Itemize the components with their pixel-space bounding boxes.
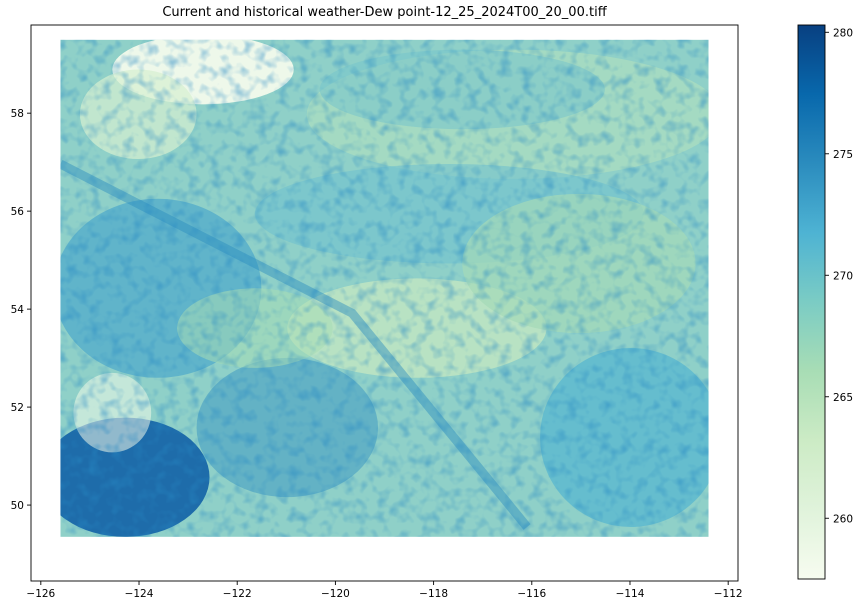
x-tick-label: −114 xyxy=(616,588,645,600)
x-tick-label: −124 xyxy=(125,588,154,600)
y-tick-label: 50 xyxy=(11,500,24,512)
main-axes: −126 −124 −122 −120 −118 −116 −114 −112 50 52 54 56… xyxy=(11,24,743,600)
x-tick-label: −126 xyxy=(26,588,55,600)
raster-texture xyxy=(60,39,709,537)
colorbar-tick-label: 260 xyxy=(833,513,853,525)
x-tick-label: −112 xyxy=(714,588,743,600)
colorbar-tick-label: 265 xyxy=(833,392,853,404)
colorbar-tick-label: 275 xyxy=(833,149,853,161)
y-tick-label: 52 xyxy=(11,402,24,414)
y-tick-label: 56 xyxy=(11,206,25,218)
colorbar-gradient xyxy=(797,24,826,580)
y-tick-label: 54 xyxy=(11,304,25,316)
axes-frame xyxy=(30,24,739,582)
colorbar: 260 265 270 275 280 xyxy=(797,24,853,580)
x-tick-label: −116 xyxy=(517,588,546,600)
y-tick-label: 58 xyxy=(11,108,24,120)
chart-title: Current and historical weather-Dew point… xyxy=(162,5,607,20)
x-tick-label: −120 xyxy=(321,588,350,600)
colorbar-tick-label: 270 xyxy=(833,270,853,282)
heatmap-raster xyxy=(60,39,709,537)
colorbar-tick-label: 280 xyxy=(833,27,853,39)
x-tick-label: −118 xyxy=(419,588,448,600)
x-tick-label: −122 xyxy=(223,588,252,600)
